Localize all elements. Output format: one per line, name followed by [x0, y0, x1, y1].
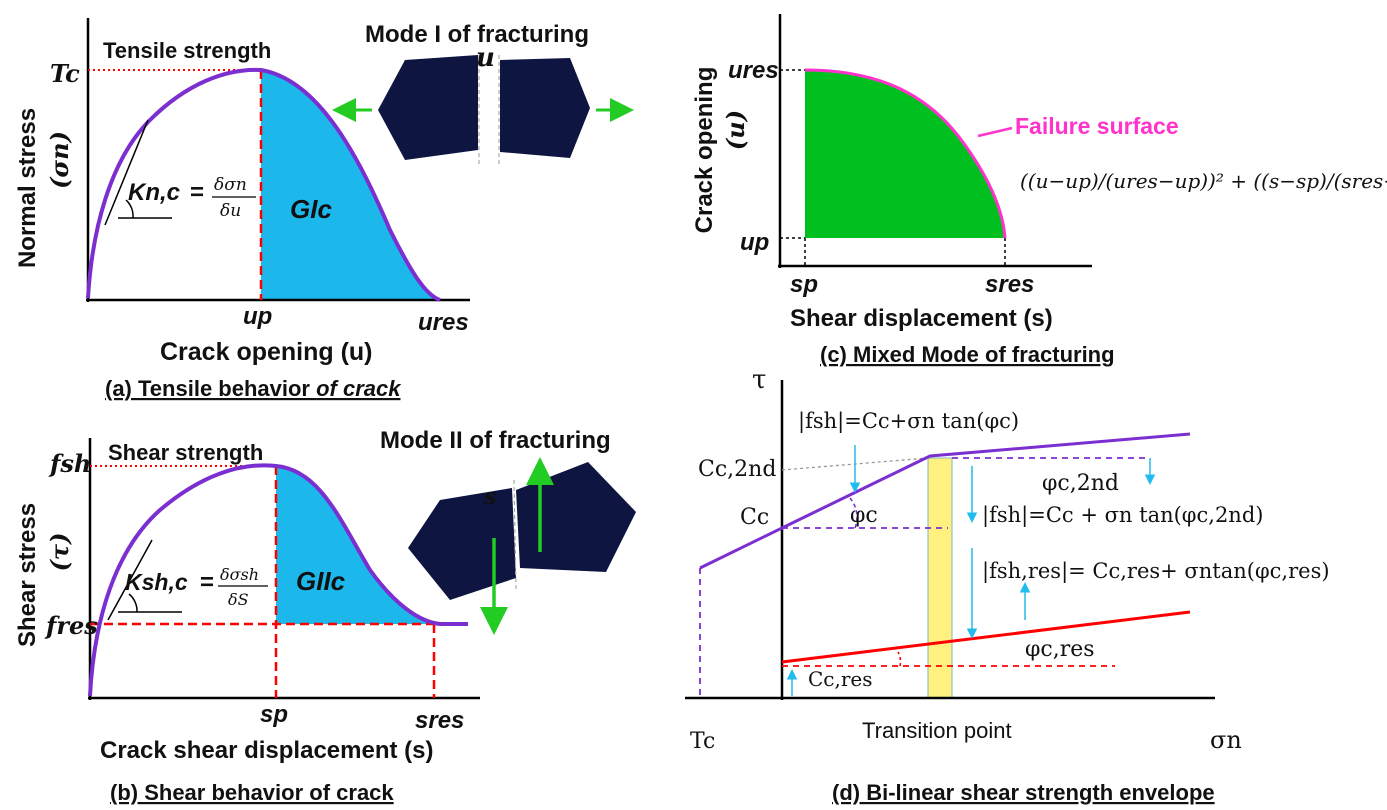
mixed-mode-fill [805, 70, 1005, 238]
tangent-line-b [107, 539, 153, 621]
phi-cres-label: φc,res [1025, 637, 1095, 662]
caption-a: (a) Tensile behavior of crack [105, 376, 402, 401]
panel-c: ures up sp sres Shear displacement (s) C… [691, 14, 1387, 367]
x-axis-label-c: Shear displacement (s) [790, 305, 1053, 332]
angle-arc-b [128, 593, 138, 613]
stiffness-den-b: δS [228, 590, 249, 609]
ures-label-c: ures [728, 57, 779, 84]
stiffness-label-a: Kn,c [128, 179, 180, 206]
sres-tick-label-b: sres [415, 707, 464, 734]
x-axis-label-b: Crack shear displacement (s) [100, 737, 433, 764]
caption-c: (c) Mixed Mode of fracturing [820, 342, 1115, 367]
tensile-curve [86, 67, 441, 302]
fracture-energy-area-b [276, 466, 440, 624]
residual-envelope [781, 610, 1191, 664]
panel-a: Tensile strength Tc Kn,c = δσn δu GIc up… [14, 18, 634, 401]
mode-ii-crack [513, 479, 517, 591]
mode-i-title: Mode I of fracturing [365, 21, 589, 48]
fsh-label: fsh [48, 449, 91, 478]
up-tick-label: up [243, 303, 272, 330]
mode-i-left-block [378, 55, 478, 160]
mode-i-symbol: u [476, 43, 495, 73]
gic-label: GIc [290, 194, 332, 224]
stiffness-den-a: δu [220, 201, 241, 221]
shear-curve [88, 463, 468, 697]
panel-d: τ σn Tc Transition point Cc Cc,2nd Cc,re… [685, 365, 1330, 805]
eq1-label: |fsh|=Cc+σn tan(φc) [798, 409, 1019, 434]
y-axis-symbol-a: (σn) [45, 131, 74, 189]
giic-label: GIIc [296, 566, 346, 596]
angle-arc-a [125, 199, 134, 219]
y-axis-symbol-c: (u) [721, 110, 750, 150]
stiffness-label-b: Ksh,c [125, 569, 188, 595]
stiffness-equals-b: = [200, 569, 214, 596]
eq2-label: |fsh|=Cc + σn tan(φc,2nd) [982, 503, 1263, 528]
sp-tick-label: sp [260, 701, 288, 728]
sp-label-c: sp [790, 271, 818, 298]
transition-label: Transition point [862, 718, 1012, 743]
sres-label-c: sres [985, 271, 1034, 298]
ccres-label: Cc,res [808, 667, 873, 691]
phi-c2-label: φc,2nd [1042, 471, 1119, 496]
shear-strength-label: Shear strength [108, 440, 263, 465]
up-label-c: up [740, 229, 769, 256]
mode-i-right-block [500, 58, 590, 158]
fres-label: fres [44, 611, 98, 640]
ures-tick-label-a: ures [418, 309, 469, 336]
stiffness-equals-a: = [190, 179, 204, 206]
y-axis-label-c: Crack opening [691, 67, 718, 234]
tau-label: τ [752, 365, 766, 395]
phi-cres-arc [897, 651, 902, 667]
failure-surface-curve [804, 68, 1007, 239]
stiffness-num-b: δσsh [220, 565, 259, 584]
panel-b: Shear strength fsh fres Ksh,c = δσsh δS … [14, 427, 636, 805]
failure-equation: ((u−up)/(ures−up))² + ((s−sp)/(sres−sp))… [1020, 169, 1387, 193]
mode-ii-right-block [516, 462, 636, 572]
stiffness-num-a: δσn [214, 175, 247, 195]
failure-surface-label: Failure surface [1015, 113, 1179, 139]
y-axis-symbol-b: (τ) [45, 533, 74, 572]
caption-b: (b) Shear behavior of crack [110, 780, 394, 805]
phi-c-label: φc [850, 503, 878, 528]
phi-c-arc [849, 497, 858, 529]
caption-d: (d) Bi-linear shear strength envelope [832, 780, 1215, 805]
y-axis-label-b: Shear stress [14, 503, 41, 647]
mode-ii-left-block [408, 488, 516, 600]
failure-surface-pointer [977, 126, 1013, 138]
x-axis-label-a: Crack opening (u) [160, 338, 373, 366]
tc-label: Tc [50, 59, 80, 88]
transition-band [927, 457, 953, 699]
cc2-label: Cc,2nd [698, 457, 776, 482]
sigma-label: σn [1210, 726, 1242, 754]
tc-label-d: Tc [690, 729, 715, 754]
tangent-line-a [104, 119, 149, 226]
tensile-strength-label: Tensile strength [103, 38, 271, 63]
eq3-label: |fsh,res|= Cc,res+ σntan(φc,res) [982, 559, 1330, 584]
mode-ii-title: Mode II of fracturing [380, 427, 611, 454]
mode-ii-symbol: s [483, 484, 496, 510]
y-axis-label-a: Normal stress [14, 108, 41, 268]
cc-label: Cc [740, 505, 769, 530]
